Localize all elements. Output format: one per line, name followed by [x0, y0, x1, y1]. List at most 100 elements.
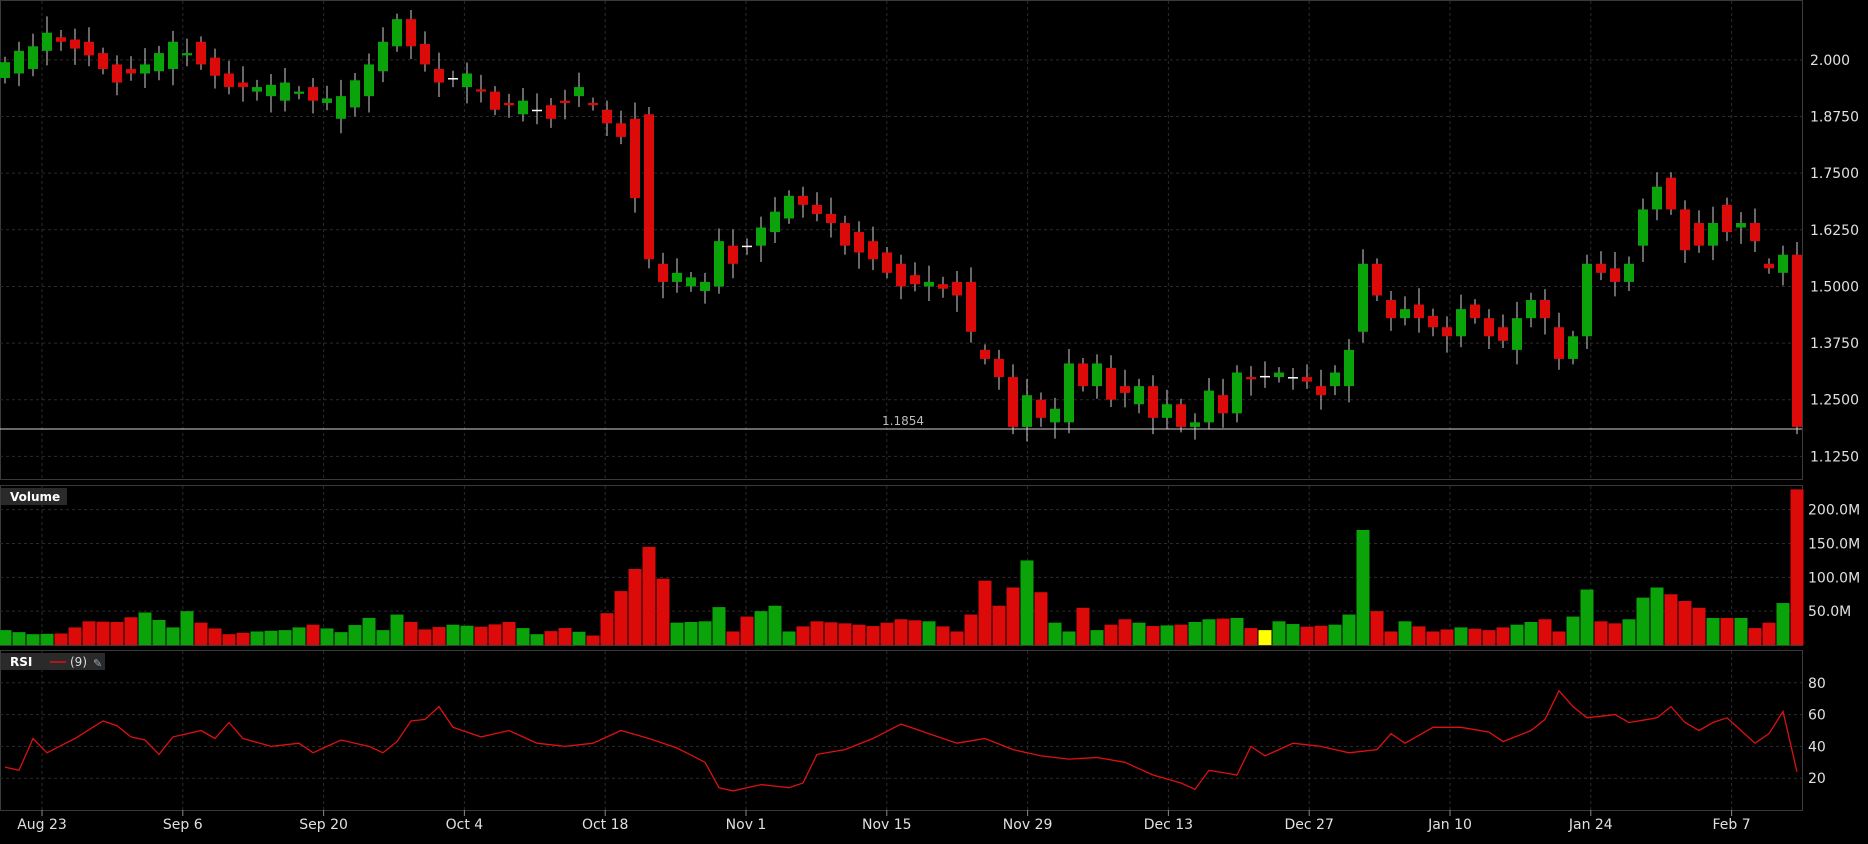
- candle-body: [1414, 304, 1424, 319]
- volume-legend-box: [1, 488, 67, 505]
- volume-bar: [1734, 617, 1748, 645]
- candle-body: [672, 272, 682, 282]
- volume-bar: [376, 630, 390, 645]
- candle-body: [1792, 254, 1802, 427]
- volume-bar: [166, 627, 180, 645]
- candle-body: [1316, 386, 1326, 396]
- candle-body: [1064, 363, 1074, 423]
- volume-bar: [600, 613, 614, 645]
- volume-bar: [264, 630, 278, 645]
- volume-bar: [1342, 614, 1356, 645]
- volume-bar: [1594, 621, 1608, 645]
- candle-body: [588, 102, 598, 106]
- volume-bar: [894, 619, 908, 645]
- date-x-axis: Aug 23 Sep 6 Sep 20 Oct 4 Oct 18 Nov 1 Nov 15 N…: [17, 810, 1751, 833]
- volume-bar: [1048, 622, 1062, 645]
- candle-body: [238, 82, 248, 88]
- candle-body: [1134, 386, 1144, 405]
- volume-bar: [684, 621, 698, 645]
- volume-bar: [40, 633, 54, 645]
- candle-body: [1652, 186, 1662, 210]
- candle-body: [1260, 375, 1270, 378]
- candle-body: [1638, 209, 1648, 246]
- volume-bar: [1566, 616, 1580, 645]
- volume-bar: [26, 634, 40, 645]
- volume-bar: [1146, 626, 1160, 645]
- volume-bar: [1524, 621, 1538, 645]
- rsi-panel: RSI (9) ✎ 80 60 40 20: [0, 650, 1826, 811]
- volume-bar: [68, 627, 82, 645]
- volume-tick-label: 150.0M: [1808, 537, 1860, 553]
- x-tick-label: Nov 15: [862, 817, 912, 833]
- volume-bar: [1370, 611, 1384, 645]
- volume-bar: [1034, 592, 1048, 645]
- volume-bar: [1062, 631, 1076, 645]
- candle-body: [1512, 318, 1522, 350]
- volume-bar: [1762, 622, 1776, 645]
- volume-legend: Volume: [1, 488, 67, 505]
- volume-bar: [642, 546, 656, 645]
- volume-bar: [12, 632, 26, 645]
- volume-bar: [796, 626, 810, 645]
- candle-body: [1386, 300, 1396, 319]
- candle-body: [14, 50, 24, 74]
- candle-body: [98, 53, 108, 69]
- volume-bar: [1790, 489, 1804, 645]
- edit-indicator-icon[interactable]: ✎: [93, 657, 102, 670]
- volume-bar: [320, 628, 334, 645]
- candle-body: [616, 123, 626, 137]
- volume-bar: [1006, 587, 1020, 645]
- candle-body: [70, 39, 80, 49]
- candle-body: [1162, 404, 1172, 418]
- volume-y-axis: 200.0M 150.0M 100.0M 50.0M: [1808, 503, 1860, 620]
- candle-body: [756, 227, 766, 246]
- volume-bar: [1188, 621, 1202, 645]
- volume-bar: [712, 607, 726, 645]
- candle-body: [1526, 300, 1536, 319]
- candle-body: [784, 195, 794, 219]
- candle-body: [742, 245, 752, 248]
- rsi-tick-label: 40: [1808, 739, 1826, 755]
- candle-body: [1008, 377, 1018, 427]
- x-tick-label: Oct 4: [446, 817, 484, 833]
- rsi-y-axis: 80 60 40 20: [1808, 676, 1826, 787]
- volume-bar: [278, 630, 292, 645]
- volume-bar: [782, 631, 796, 645]
- x-tick-label: Oct 18: [582, 817, 628, 833]
- volume-bar: [1706, 617, 1720, 645]
- volume-bar: [1314, 625, 1328, 645]
- candle-body: [938, 284, 948, 289]
- candle-body: [1050, 408, 1060, 423]
- volume-bar: [1678, 601, 1692, 645]
- volume-bar: [250, 631, 264, 645]
- volume-tick-label: 200.0M: [1808, 503, 1860, 519]
- volume-bar: [1776, 603, 1790, 645]
- volume-panel-border: [0, 485, 1803, 646]
- volume-bar: [1748, 628, 1762, 645]
- price-tick-label: 1.3750: [1810, 336, 1859, 352]
- volume-bar: [1104, 624, 1118, 645]
- volume-bar: [362, 617, 376, 645]
- candle-body: [1680, 209, 1690, 251]
- candle-body: [980, 349, 990, 359]
- x-tick-label: Jan 10: [1427, 817, 1472, 833]
- volume-bar: [432, 627, 446, 645]
- candle-body: [434, 68, 444, 83]
- candle-body: [714, 241, 724, 287]
- volume-bar: [446, 624, 460, 645]
- volume-bar: [488, 624, 502, 645]
- x-tick-label: Nov 1: [726, 817, 767, 833]
- volume-bar: [530, 634, 544, 645]
- candle-body: [1498, 327, 1508, 341]
- candle-body: [126, 68, 136, 74]
- volume-bar: [1440, 629, 1454, 645]
- volume-bar: [96, 621, 110, 645]
- x-tick-label: Sep 6: [163, 817, 203, 833]
- volume-bar: [544, 631, 558, 645]
- candle-body: [700, 281, 710, 291]
- volume-bar: [208, 628, 222, 645]
- candle-body: [1036, 399, 1046, 418]
- candle-body: [1092, 363, 1102, 387]
- price-panel-border: [0, 0, 1803, 480]
